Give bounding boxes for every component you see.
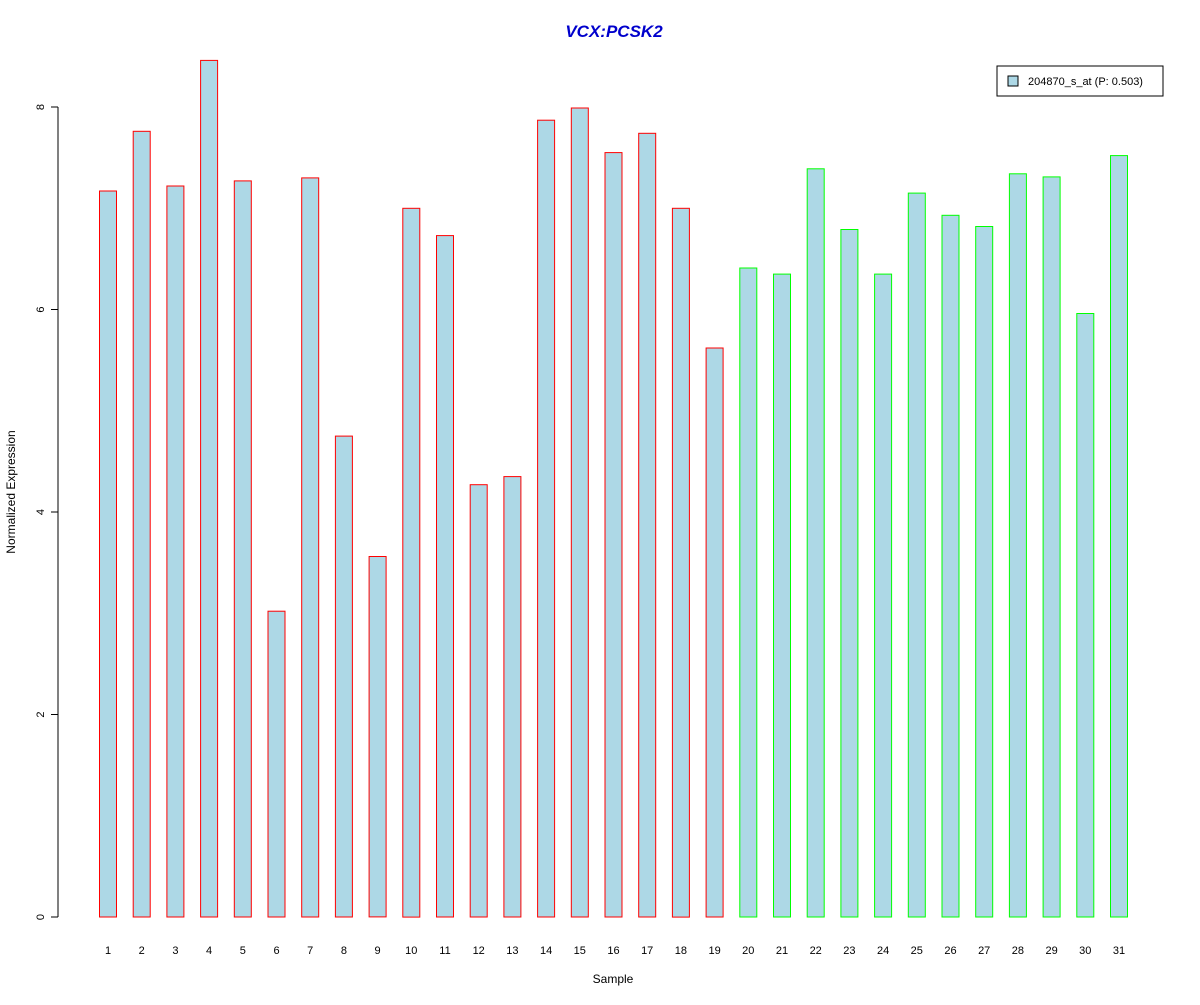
bar-sample-26 [941,214,960,918]
x-tick-label: 9 [375,945,381,957]
x-tick-label: 11 [439,945,450,957]
bar-sample-23 [840,229,859,918]
bar-sample-4 [200,59,219,918]
x-tick-label: 16 [607,945,619,957]
x-axis-label: Sample [593,972,634,986]
x-tick-label: 13 [506,945,518,957]
legend-label: 204870_s_at (P: 0.503) [1028,76,1143,88]
x-tick-label: 18 [675,945,687,957]
bar-sample-18 [671,207,690,918]
x-tick-labels: 1 2 3 4 5 6 7 8 9 10 11 12 13 14 15 16 17 18 19 20 21 22 23 24 2… [105,945,1125,957]
x-tick-label: 4 [206,945,212,957]
legend: 204870_s_at (P: 0.503) [996,65,1164,97]
y-tick-label: 0 [35,914,47,920]
bar-sample-22 [806,168,825,918]
bar-sample-31 [1110,155,1128,918]
x-tick-label: 27 [978,945,990,957]
y-tick-label: 4 [35,509,47,515]
legend-swatch [1007,75,1019,87]
bar-sample-30 [1076,313,1095,918]
x-tick-label: 28 [1012,945,1024,957]
x-tick-label: 6 [273,945,279,957]
bar-sample-3 [166,185,185,918]
x-tick-label: 22 [810,945,822,957]
bar-sample-17 [638,132,657,918]
bar-sample-28 [1008,173,1027,918]
legend-box [996,65,1164,97]
x-tick-label: 30 [1079,945,1091,957]
x-tick-label: 24 [877,945,889,957]
x-tick-label: 21 [776,945,788,957]
bar-sample-9 [368,556,387,918]
y-axis: 0 2 4 6 8 [35,104,59,920]
x-tick-label: 31 [1113,945,1125,957]
chart-title: VCX:PCSK2 [565,22,663,41]
bar-sample-7 [301,177,320,918]
x-tick-label: 8 [341,945,347,957]
y-tick-label: 6 [35,306,47,312]
x-tick-label: 14 [540,945,552,957]
x-tick-label: 19 [708,945,720,957]
bar-sample-15 [570,107,589,918]
x-tick-label: 25 [911,945,923,957]
bar-sample-25 [907,192,926,918]
x-tick-label: 23 [843,945,855,957]
bar-sample-10 [402,207,421,918]
bar-sample-20 [739,267,758,918]
x-tick-label: 1 [105,945,111,957]
y-tick-label: 2 [35,711,47,717]
x-tick-label: 17 [641,945,653,957]
y-tick-label: 8 [35,104,47,110]
x-tick-label: 26 [944,945,956,957]
bar-sample-2 [132,130,151,918]
x-tick-label: 29 [1045,945,1057,957]
bar-sample-6 [267,610,286,918]
bar-sample-16 [604,152,623,918]
bar-sample-21 [773,273,791,918]
x-tick-label: 5 [240,945,246,957]
bar-sample-12 [469,484,488,918]
x-tick-label: 12 [473,945,485,957]
bar-sample-24 [874,273,893,918]
x-tick-label: 2 [139,945,145,957]
x-tick-label: 20 [742,945,754,957]
bar-sample-8 [334,435,353,918]
bar-sample-27 [975,226,994,918]
x-tick-label: 7 [307,945,313,957]
bar-sample-5 [233,180,252,918]
bars-group [99,59,1128,918]
x-tick-label: 15 [574,945,586,957]
bar-sample-1 [99,190,117,918]
y-axis-label: Normalized Expression [4,430,18,553]
x-tick-label: 10 [405,945,417,957]
bar-sample-14 [537,119,556,918]
x-tick-label: 3 [172,945,178,957]
bar-sample-29 [1042,176,1061,918]
bar-sample-13 [503,476,522,918]
bar-sample-19 [705,347,724,918]
bar-sample-11 [436,235,454,918]
